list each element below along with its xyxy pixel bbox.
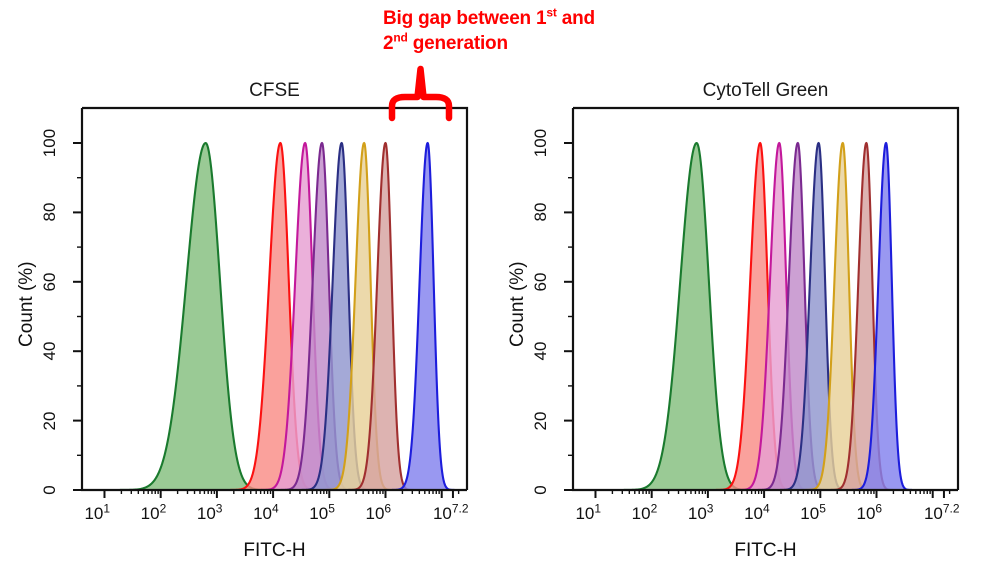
annotation-text-part: generation <box>407 33 508 54</box>
y-tick-label: 20 <box>40 411 59 431</box>
x-tick-base: 10 <box>196 504 216 523</box>
x-tick-base: 10 <box>253 504 273 523</box>
y-tick-label: 80 <box>40 202 59 222</box>
x-axis-label: FITC-H <box>243 540 306 561</box>
x-tick-exponent: 6 <box>384 501 392 516</box>
histogram-curves <box>82 141 467 490</box>
x-tick-base: 10 <box>432 504 452 523</box>
x-tick-exponent: 5 <box>819 501 826 516</box>
x-tick-base: 10 <box>923 504 943 523</box>
x-tick-label: 107.2 <box>923 501 960 524</box>
panel-cytotell-green <box>564 106 960 498</box>
x-tick-exponent: 1 <box>103 501 111 516</box>
y-axis-label: Count (%) <box>507 261 528 347</box>
y-axis-label: Count (%) <box>16 261 37 347</box>
gap-annotation-text: Big gap between 1st and <box>383 6 595 31</box>
y-tick-label: 40 <box>531 341 550 361</box>
y-tick-label: 80 <box>531 202 550 222</box>
x-tick-label: 105 <box>309 501 335 524</box>
x-tick-exponent: 5 <box>328 501 335 516</box>
x-tick-label: 101 <box>575 501 602 524</box>
x-tick-label: 105 <box>800 501 826 524</box>
x-tick-base: 10 <box>84 504 104 523</box>
annotation-text-part: Big gap between 1 <box>383 8 547 29</box>
y-tick-label: 0 <box>40 485 59 495</box>
x-tick-base: 10 <box>800 504 820 523</box>
panel-title: CytoTell Green <box>702 80 829 101</box>
y-tick-label: 40 <box>40 341 59 361</box>
x-tick-label: 106 <box>856 501 883 524</box>
annotation-ordinal-suffix: st <box>546 5 557 20</box>
gap-annotation-text: 2nd generation <box>383 31 508 56</box>
x-tick-base: 10 <box>309 504 329 523</box>
x-tick-label: 107.2 <box>432 501 469 524</box>
x-tick-label: 104 <box>253 501 279 524</box>
y-tick-label: 60 <box>531 272 550 292</box>
x-tick-exponent: 2 <box>159 501 167 516</box>
x-tick-exponent: 1 <box>594 501 602 516</box>
x-axis-ticks <box>594 490 951 498</box>
x-tick-label: 106 <box>365 501 392 524</box>
x-tick-base: 10 <box>575 504 595 523</box>
x-tick-label: 101 <box>84 501 111 524</box>
annotation-text-part: and <box>556 8 595 29</box>
x-tick-base: 10 <box>140 504 160 523</box>
y-tick-label: 60 <box>40 272 59 292</box>
x-tick-label: 104 <box>744 501 770 524</box>
annotation-ordinal-suffix: nd <box>393 30 408 45</box>
x-tick-exponent: 3 <box>215 501 223 516</box>
histogram-curves <box>588 141 938 490</box>
x-tick-label: 102 <box>631 501 658 524</box>
x-tick-label: 103 <box>687 501 714 524</box>
x-tick-exponent: 7.2 <box>451 501 469 516</box>
x-tick-exponent: 6 <box>875 501 883 516</box>
x-tick-exponent: 4 <box>272 501 279 516</box>
y-tick-label: 100 <box>531 128 550 158</box>
panel-title: CFSE <box>249 80 300 101</box>
x-tick-base: 10 <box>856 504 876 523</box>
x-tick-base: 10 <box>631 504 651 523</box>
x-tick-exponent: 3 <box>706 501 714 516</box>
x-tick-label: 103 <box>196 501 223 524</box>
x-axis-label: FITC-H <box>734 540 797 561</box>
y-axis-ticks <box>564 142 573 491</box>
x-tick-exponent: 7.2 <box>942 501 960 516</box>
y-tick-label: 0 <box>531 485 550 495</box>
y-tick-label: 20 <box>531 411 550 431</box>
x-tick-exponent: 2 <box>650 501 658 516</box>
x-tick-base: 10 <box>744 504 764 523</box>
y-axis-ticks <box>73 142 82 491</box>
x-axis-ticks <box>103 490 460 498</box>
y-tick-label: 100 <box>40 128 59 158</box>
x-tick-label: 102 <box>140 501 167 524</box>
x-tick-exponent: 4 <box>763 501 770 516</box>
gap-bracket <box>388 65 453 122</box>
x-tick-base: 10 <box>687 504 707 523</box>
x-tick-base: 10 <box>365 504 385 523</box>
annotation-text-part: 2 <box>383 33 394 54</box>
panel-cfse <box>73 106 469 498</box>
